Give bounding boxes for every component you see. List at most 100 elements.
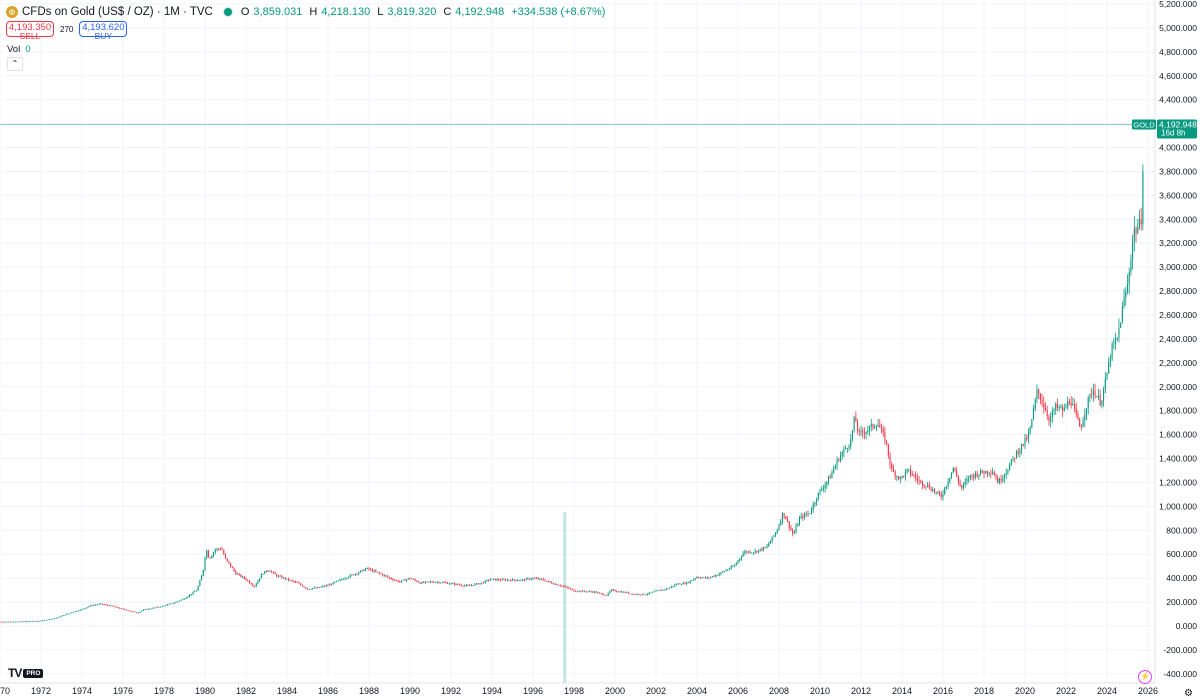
candle-body xyxy=(14,621,16,623)
candle xyxy=(189,593,191,598)
candle xyxy=(481,582,483,585)
candle xyxy=(621,590,623,593)
candle xyxy=(376,571,379,573)
candle xyxy=(276,573,278,578)
candle xyxy=(185,597,187,600)
candle-body xyxy=(998,478,1000,483)
candle xyxy=(863,427,865,440)
candle-body xyxy=(691,580,693,582)
candle-body xyxy=(575,591,577,593)
candle-body xyxy=(646,594,649,595)
candle xyxy=(1034,397,1036,412)
candle-body xyxy=(798,517,801,525)
candle-body xyxy=(288,578,290,581)
candle-body xyxy=(86,607,88,609)
gold-coin-icon[interactable]: ◎ xyxy=(6,6,18,18)
candle-body xyxy=(230,563,232,567)
candle-body xyxy=(458,584,461,586)
candle-body xyxy=(841,452,843,456)
candle-body xyxy=(511,579,514,581)
buy-button[interactable]: 4,193.620 BUY xyxy=(79,21,128,40)
candle-body xyxy=(587,591,589,593)
candle xyxy=(1084,408,1086,427)
price-axis[interactable]: -400.000 -200.000 0.000 200.000 400.000 600.0… xyxy=(1154,0,1197,683)
candle xyxy=(421,581,423,584)
candle xyxy=(228,560,230,565)
candle-body xyxy=(189,594,191,597)
candle xyxy=(817,492,819,501)
candle xyxy=(646,593,649,596)
candle-body xyxy=(42,620,44,622)
candle xyxy=(112,605,114,607)
candle xyxy=(424,580,426,584)
candle xyxy=(1142,164,1144,231)
candle xyxy=(1027,428,1029,444)
symbol-title[interactable]: CFDs on Gold (US$ / OZ) · 1M · TVC xyxy=(22,6,213,18)
candle xyxy=(283,577,285,579)
candle xyxy=(995,473,997,481)
settings-gear-icon[interactable]: ⚙ xyxy=(1184,688,1193,699)
candle xyxy=(1111,341,1113,362)
candle xyxy=(508,579,510,581)
volume-value: 0 xyxy=(25,44,31,55)
candle-body xyxy=(626,592,628,594)
time-tick-label: 2014 xyxy=(892,686,912,696)
candle xyxy=(182,598,184,600)
candle-body xyxy=(301,584,303,587)
candle xyxy=(706,576,708,580)
candle-body xyxy=(725,570,727,572)
candle-body xyxy=(160,606,162,608)
collapse-legend-button[interactable]: ⌃ xyxy=(7,57,23,71)
candle xyxy=(38,620,40,622)
candle-body xyxy=(1128,272,1130,284)
candle-body xyxy=(1133,228,1135,242)
time-tick-label: 1972 xyxy=(31,686,51,696)
tradingview-logo[interactable]: TV PRO xyxy=(8,666,44,680)
candle xyxy=(867,425,869,435)
candle xyxy=(839,451,842,463)
candle-body xyxy=(1140,219,1142,225)
candle xyxy=(457,583,459,585)
candle-body xyxy=(643,593,645,595)
candle xyxy=(959,479,961,488)
candle-body xyxy=(1010,459,1012,465)
symbol-tag: GOLD xyxy=(1133,120,1155,129)
flash-icon[interactable]: ⚡ xyxy=(1138,670,1152,684)
candle xyxy=(626,592,628,594)
price-tick-label: 600.000 xyxy=(1166,549,1197,559)
price-tick-label: 2,000.000 xyxy=(1159,382,1197,392)
candle-body xyxy=(704,577,707,579)
candle-body xyxy=(4,621,6,623)
candle xyxy=(551,581,553,584)
time-axis[interactable]: 1970 1972 1974 1976 1978 1980 1982 1984 1986 1988… xyxy=(0,682,1200,699)
candle-body xyxy=(207,550,209,558)
candle xyxy=(482,581,485,584)
candle xyxy=(908,468,910,473)
candle-body xyxy=(236,574,239,575)
candle xyxy=(715,574,717,578)
candle xyxy=(429,580,432,583)
candle-body xyxy=(81,609,83,610)
market-status-icon[interactable] xyxy=(222,7,233,17)
candle-body xyxy=(942,493,944,497)
candle xyxy=(857,418,859,435)
symbol-tag-bg xyxy=(1132,119,1156,130)
candle xyxy=(1017,448,1019,458)
candle xyxy=(259,578,261,582)
candle-body xyxy=(781,513,783,522)
candle xyxy=(190,594,192,596)
candle-body xyxy=(221,549,223,551)
candle xyxy=(663,589,666,591)
candle-body xyxy=(786,519,789,522)
sell-button[interactable]: 4,193.350 SELL xyxy=(6,21,54,40)
candle-body xyxy=(1007,470,1009,473)
candle xyxy=(913,473,915,478)
candle xyxy=(371,568,373,572)
candle-body xyxy=(658,590,660,591)
sell-price: 4,193.350 xyxy=(8,22,52,33)
candle-body xyxy=(141,610,143,612)
candle-body xyxy=(435,582,437,584)
candle xyxy=(833,465,835,474)
candle xyxy=(453,582,455,586)
